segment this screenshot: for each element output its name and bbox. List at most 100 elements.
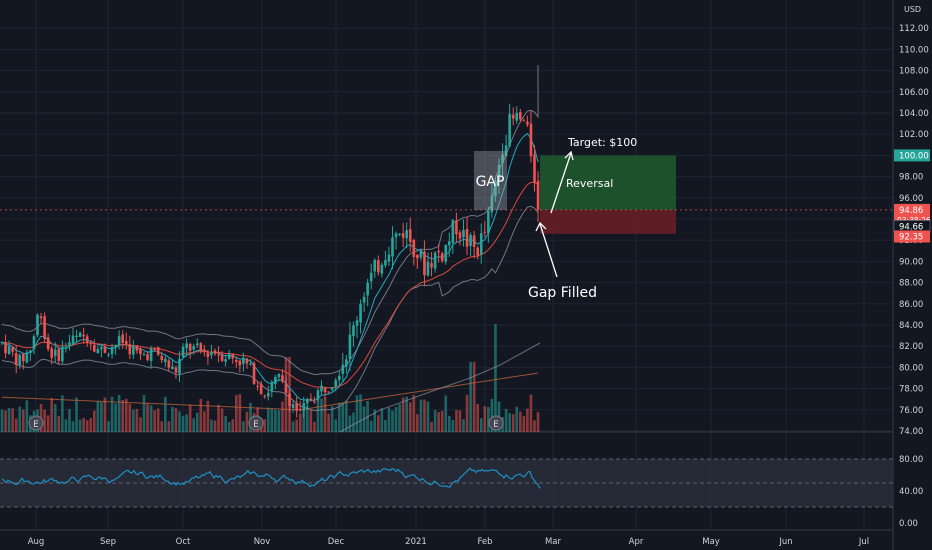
earnings-icon[interactable] xyxy=(488,415,504,431)
candle-body[interactable] xyxy=(504,145,508,157)
candle-body[interactable] xyxy=(149,348,153,362)
candle-body[interactable] xyxy=(511,114,515,119)
candle-body[interactable] xyxy=(327,391,330,393)
candle-body[interactable] xyxy=(124,341,128,344)
candle-body[interactable] xyxy=(167,360,171,368)
candle-body[interactable] xyxy=(171,366,174,370)
candle-body[interactable] xyxy=(135,345,139,351)
candle-body[interactable] xyxy=(373,259,377,272)
candle-body[interactable] xyxy=(398,233,401,235)
candle-body[interactable] xyxy=(18,354,22,366)
candle-body[interactable] xyxy=(529,123,533,157)
candle-body[interactable] xyxy=(462,229,465,238)
candle-body[interactable] xyxy=(391,237,394,257)
candle-body[interactable] xyxy=(78,332,82,337)
candle-body[interactable] xyxy=(533,154,536,183)
candlesticks[interactable] xyxy=(0,103,540,419)
candle-body[interactable] xyxy=(89,343,93,345)
candle-body[interactable] xyxy=(85,336,89,343)
candle-body[interactable] xyxy=(121,334,124,343)
candle-body[interactable] xyxy=(11,347,14,352)
earnings-icon[interactable] xyxy=(248,415,264,431)
candle-body[interactable] xyxy=(32,336,36,349)
candle-body[interactable] xyxy=(330,387,334,390)
candle-body[interactable] xyxy=(220,354,224,361)
candle-body[interactable] xyxy=(536,180,540,210)
candle-body[interactable] xyxy=(50,348,53,358)
candle-body[interactable] xyxy=(263,395,266,397)
candle-body[interactable] xyxy=(437,250,440,253)
candle-body[interactable] xyxy=(419,250,423,258)
candle-body[interactable] xyxy=(64,347,68,349)
candle-body[interactable] xyxy=(245,358,249,364)
candle-body[interactable] xyxy=(139,348,142,355)
candle-body[interactable] xyxy=(313,401,316,403)
candle-body[interactable] xyxy=(359,303,362,323)
candle-body[interactable] xyxy=(348,334,352,360)
candle-body[interactable] xyxy=(195,343,199,346)
candle-body[interactable] xyxy=(519,112,522,120)
candle-body[interactable] xyxy=(270,382,274,392)
candle-body[interactable] xyxy=(458,232,462,239)
candle-body[interactable] xyxy=(164,358,167,363)
candle-body[interactable] xyxy=(7,346,11,355)
candle-body[interactable] xyxy=(53,349,57,356)
candle-body[interactable] xyxy=(266,392,270,397)
candle-body[interactable] xyxy=(444,244,448,262)
candle-body[interactable] xyxy=(472,235,476,247)
candle-body[interactable] xyxy=(337,375,341,381)
candle-body[interactable] xyxy=(82,334,85,337)
candle-body[interactable] xyxy=(408,229,412,242)
candle-body[interactable] xyxy=(295,402,298,411)
candle-body[interactable] xyxy=(494,180,497,196)
candle-body[interactable] xyxy=(366,282,369,296)
candle-body[interactable] xyxy=(117,336,121,346)
candle-body[interactable] xyxy=(36,314,39,336)
candle-body[interactable] xyxy=(107,354,110,356)
candle-body[interactable] xyxy=(416,254,419,259)
candle-body[interactable] xyxy=(345,359,348,367)
candle-body[interactable] xyxy=(274,376,277,385)
candle-body[interactable] xyxy=(199,343,203,351)
candle-body[interactable] xyxy=(4,342,7,354)
candle-body[interactable] xyxy=(316,390,320,400)
candle-body[interactable] xyxy=(526,121,529,125)
candle-body[interactable] xyxy=(394,233,398,238)
candle-body[interactable] xyxy=(0,342,4,344)
candle-body[interactable] xyxy=(192,346,195,350)
candle-body[interactable] xyxy=(483,231,487,233)
candle-body[interactable] xyxy=(323,387,327,393)
candle-body[interactable] xyxy=(22,354,25,362)
candle-body[interactable] xyxy=(256,385,259,387)
candle-body[interactable] xyxy=(61,346,64,362)
candle-body[interactable] xyxy=(46,337,50,350)
candle-body[interactable] xyxy=(93,344,96,352)
candle-body[interactable] xyxy=(423,251,426,276)
candle-body[interactable] xyxy=(355,320,359,326)
candle-body[interactable] xyxy=(426,261,430,276)
candle-body[interactable] xyxy=(57,349,61,361)
candle-body[interactable] xyxy=(114,345,117,347)
candle-body[interactable] xyxy=(306,399,309,404)
candle-body[interactable] xyxy=(132,347,135,355)
candle-body[interactable] xyxy=(252,363,256,384)
trade-zones[interactable] xyxy=(0,155,893,234)
earnings-icon[interactable] xyxy=(28,415,44,431)
candle-body[interactable] xyxy=(412,239,416,257)
candle-body[interactable] xyxy=(405,230,408,239)
candle-body[interactable] xyxy=(320,385,323,392)
candle-body[interactable] xyxy=(476,247,479,256)
candle-body[interactable] xyxy=(309,398,313,401)
candle-body[interactable] xyxy=(25,352,29,363)
candle-body[interactable] xyxy=(369,272,373,282)
candle-body[interactable] xyxy=(508,113,511,147)
candle-body[interactable] xyxy=(288,393,291,407)
candle-body[interactable] xyxy=(156,347,160,355)
candle-body[interactable] xyxy=(103,346,107,353)
candle-body[interactable] xyxy=(433,252,437,269)
candle-body[interactable] xyxy=(68,342,71,346)
candle-body[interactable] xyxy=(440,253,444,261)
candle-body[interactable] xyxy=(75,335,78,338)
candle-body[interactable] xyxy=(210,352,213,356)
candle-body[interactable] xyxy=(291,404,295,409)
